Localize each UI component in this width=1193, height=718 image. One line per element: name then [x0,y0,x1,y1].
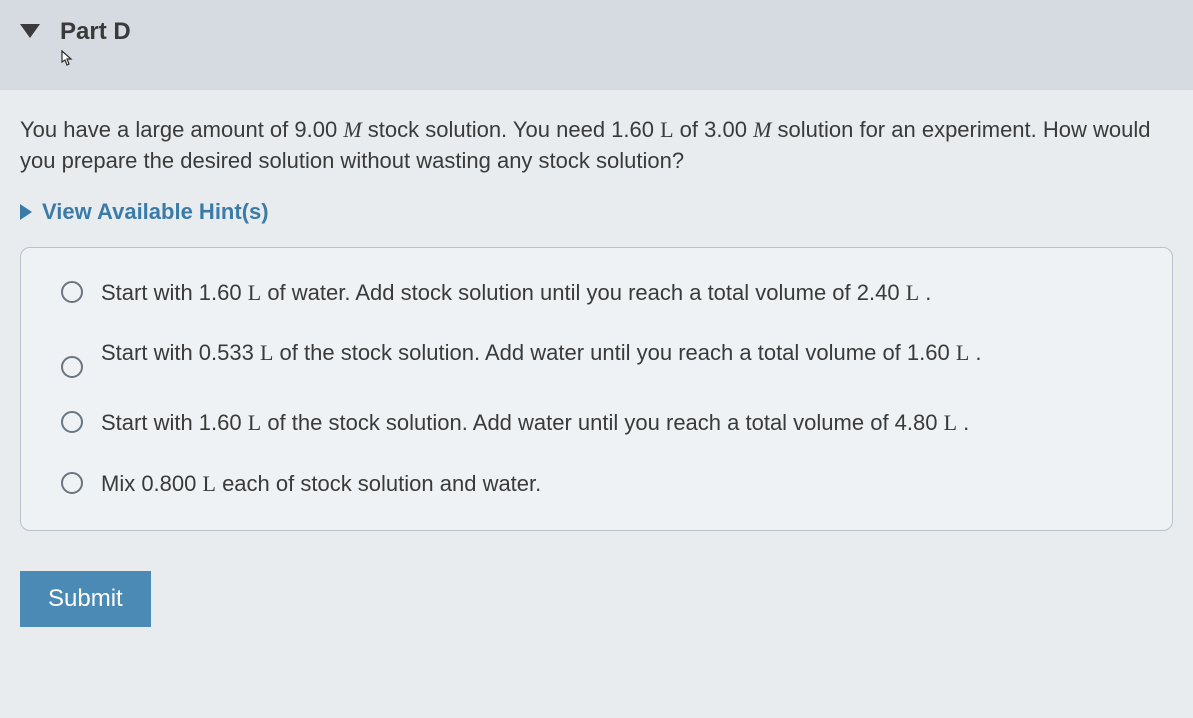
answer-option[interactable]: Mix 0.800 L each of stock solution and w… [61,469,1132,500]
unit-liter: L [248,410,261,435]
option-fragment: of water. Add stock solution until you r… [261,280,906,305]
radio-button[interactable] [61,472,83,494]
unit-liter: L [956,340,969,365]
option-fragment: . [919,280,931,305]
unit-liter: L [944,410,957,435]
option-fragment: each of stock solution and water. [216,471,541,496]
answer-options-box: Start with 1.60 L of water. Add stock so… [20,247,1173,531]
part-header: Part D [0,0,1193,90]
unit-molar: M [343,117,361,142]
option-fragment: Mix 0.800 [101,471,203,496]
option-fragment: Start with 1.60 [101,280,248,305]
question-fragment: of 3.00 [674,117,754,142]
option-fragment: of the stock solution. Add water until y… [273,340,955,365]
option-text: Start with 0.533 L of the stock solution… [101,338,982,369]
collapse-arrow-icon[interactable] [20,24,40,38]
option-fragment: of the stock solution. Add water until y… [261,410,943,435]
unit-liter: L [660,117,673,142]
expand-right-icon [20,204,32,220]
option-text: Mix 0.800 L each of stock solution and w… [101,469,541,500]
question-fragment: You have a large amount of 9.00 [20,117,343,142]
unit-molar: M [753,117,771,142]
answer-option[interactable]: Start with 1.60 L of the stock solution.… [61,408,1132,439]
option-fragment: . [969,340,981,365]
unit-liter: L [906,280,919,305]
radio-button[interactable] [61,281,83,303]
hints-label: View Available Hint(s) [42,199,269,225]
option-text: Start with 1.60 L of the stock solution.… [101,408,969,439]
pointer-cursor-icon [56,48,76,72]
option-fragment: Start with 1.60 [101,410,248,435]
unit-liter: L [248,280,261,305]
answer-option[interactable]: Start with 0.533 L of the stock solution… [61,338,1132,378]
unit-liter: L [260,340,273,365]
radio-button[interactable] [61,411,83,433]
unit-liter: L [203,471,216,496]
content-area: You have a large amount of 9.00 M stock … [0,115,1193,627]
view-hints-link[interactable]: View Available Hint(s) [20,199,1173,225]
radio-button[interactable] [61,356,83,378]
option-text: Start with 1.60 L of water. Add stock so… [101,278,931,309]
submit-button[interactable]: Submit [20,571,151,627]
option-fragment: . [957,410,969,435]
option-fragment: Start with 0.533 [101,340,260,365]
question-text: You have a large amount of 9.00 M stock … [20,115,1173,177]
part-title: Part D [60,18,131,46]
answer-option[interactable]: Start with 1.60 L of water. Add stock so… [61,278,1132,309]
part-title-container: Part D [60,18,131,72]
question-fragment: stock solution. You need 1.60 [362,117,660,142]
